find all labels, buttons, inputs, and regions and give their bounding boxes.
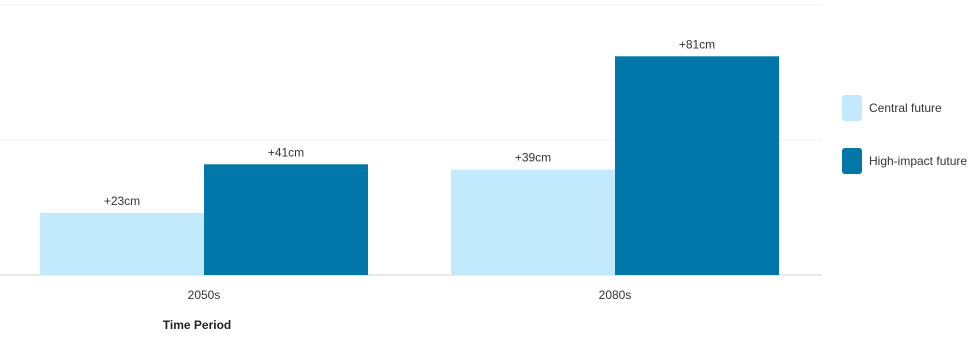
data-label: +81cm: [679, 37, 715, 51]
x-tick-label: 2050s: [188, 288, 221, 302]
data-label: +39cm: [515, 151, 551, 165]
x-axis-title: Time Period: [163, 318, 231, 332]
legend-label: Central future: [869, 101, 942, 115]
bar-central-future-2050s: [40, 212, 204, 275]
x-axis-ticks: 2050s 2080s: [188, 288, 632, 302]
bar-central-future-2080s: [451, 169, 615, 275]
bar-high-impact-future-2050s: [204, 164, 368, 275]
x-tick-label: 2080s: [599, 288, 632, 302]
data-label: +41cm: [268, 145, 304, 159]
legend: Central future High-impact future: [842, 95, 967, 174]
bar-high-impact-future-2080s: [615, 56, 779, 275]
data-label: +23cm: [104, 194, 140, 208]
legend-label: High-impact future: [869, 154, 967, 168]
data-labels: +23cm +41cm +39cm +81cm: [104, 37, 715, 208]
legend-swatch: [842, 95, 862, 121]
bars: [40, 56, 779, 275]
legend-swatch: [842, 148, 862, 174]
